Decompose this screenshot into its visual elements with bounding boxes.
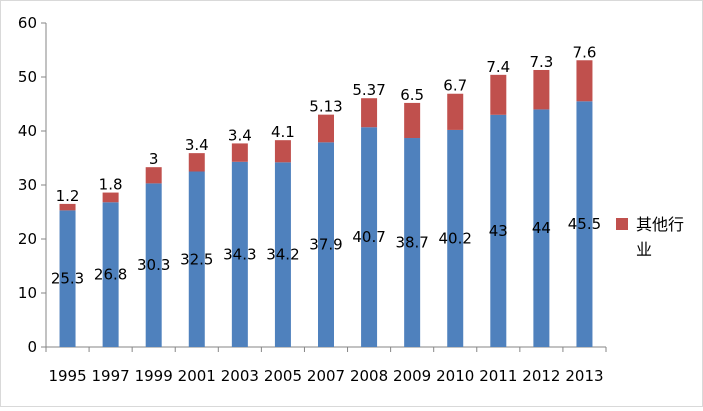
bar-segment-base bbox=[188, 171, 205, 347]
bar-segment-base bbox=[318, 142, 334, 347]
bar-segment-base bbox=[361, 127, 378, 347]
data-label-other-industries: 3 bbox=[149, 150, 159, 168]
bar-segment-other-industries bbox=[274, 140, 291, 163]
bar-segment-other-industries bbox=[231, 143, 248, 162]
data-label-base: 40.2 bbox=[439, 229, 472, 247]
x-tick-label: 1995 bbox=[48, 367, 86, 385]
bar-segment-base bbox=[447, 129, 464, 347]
data-label-base: 34.2 bbox=[266, 246, 299, 264]
data-label-other-industries: 3.4 bbox=[228, 126, 252, 144]
data-label-other-industries: 4.1 bbox=[271, 123, 295, 141]
data-label-base: 40.7 bbox=[352, 228, 385, 246]
bar-segment-base bbox=[490, 114, 507, 347]
x-tick-label: 2013 bbox=[565, 367, 603, 385]
data-label-base: 32.5 bbox=[180, 250, 213, 268]
x-tick-label: 2011 bbox=[479, 367, 517, 385]
data-label-base: 25.3 bbox=[51, 270, 84, 288]
y-tick-label: 30 bbox=[18, 176, 37, 194]
bar-segment-base bbox=[102, 202, 119, 347]
x-tick-label: 2007 bbox=[307, 367, 345, 385]
x-tick-label: 2012 bbox=[522, 367, 560, 385]
bar-segment-base bbox=[59, 210, 76, 347]
x-tick-label: 1997 bbox=[92, 367, 130, 385]
data-label-base: 45.5 bbox=[568, 215, 601, 233]
data-label-other-industries: 6.5 bbox=[400, 86, 424, 104]
data-label-base: 30.3 bbox=[137, 256, 170, 274]
bar-segment-other-industries bbox=[361, 98, 378, 128]
data-label-other-industries: 7.6 bbox=[573, 43, 597, 61]
data-label-other-industries: 3.4 bbox=[185, 136, 209, 154]
bar-segment-base bbox=[404, 138, 421, 347]
bar-segment-other-industries bbox=[188, 153, 205, 172]
data-label-base: 44 bbox=[532, 219, 551, 237]
data-label-other-industries: 6.7 bbox=[443, 77, 467, 95]
data-label-base: 26.8 bbox=[94, 266, 127, 284]
bar-segment-base bbox=[533, 109, 550, 348]
data-label-other-industries: 1.8 bbox=[99, 176, 123, 194]
y-tick-label: 20 bbox=[18, 230, 37, 248]
x-tick-label: 2003 bbox=[221, 367, 259, 385]
bars bbox=[59, 60, 593, 348]
x-tick-label: 2008 bbox=[350, 367, 388, 385]
data-label-base: 38.7 bbox=[395, 234, 428, 252]
x-tick-label: 2001 bbox=[178, 367, 216, 385]
data-label-base: 37.9 bbox=[309, 236, 342, 254]
bar-segment-other-industries bbox=[490, 74, 507, 115]
y-tick-label: 60 bbox=[18, 14, 37, 32]
x-tick-label: 2010 bbox=[436, 367, 474, 385]
bar-segment-other-industries bbox=[145, 167, 162, 184]
tick-labels: 0 10 20 30 40 50 60 1995 1997 1999 2001 2003 2005 200… bbox=[18, 14, 604, 385]
x-tick-label: 2009 bbox=[393, 367, 431, 385]
bar-segment-other-industries bbox=[102, 192, 119, 203]
data-label-base: 43 bbox=[489, 222, 508, 240]
axes bbox=[41, 22, 607, 352]
data-label-other-industries: 7.4 bbox=[486, 58, 510, 76]
y-tick-label: 50 bbox=[18, 68, 37, 86]
bar-segment-other-industries bbox=[533, 69, 550, 110]
x-tick-label: 1999 bbox=[135, 367, 173, 385]
data-label-other-industries: 1.2 bbox=[56, 187, 80, 205]
bar-segment-other-industries bbox=[59, 203, 76, 211]
legend-label-line-1: 其他行 bbox=[636, 215, 684, 234]
y-tick-label: 0 bbox=[27, 338, 37, 356]
bar-segment-base bbox=[274, 162, 291, 347]
data-label-other-industries: 5.13 bbox=[309, 98, 342, 116]
legend: 其他行 业 bbox=[616, 215, 684, 259]
bar-segment-base bbox=[576, 101, 593, 347]
data-label-other-industries: 5.37 bbox=[352, 81, 385, 99]
legend-swatch-other-industries bbox=[616, 218, 628, 230]
bar-segment-other-industries bbox=[318, 114, 334, 143]
bar-segment-base bbox=[231, 161, 248, 347]
data-label-other-industries: 7.3 bbox=[529, 53, 553, 71]
y-tick-label: 40 bbox=[18, 122, 37, 140]
bar-segment-base bbox=[145, 183, 162, 347]
data-label-base: 34.3 bbox=[223, 245, 256, 263]
bar-segment-other-industries bbox=[447, 93, 464, 130]
y-tick-label: 10 bbox=[18, 284, 37, 302]
bar-segment-other-industries bbox=[404, 102, 421, 139]
data-labels: 25.3 1.2 26.8 1.8 30.3 3 32.5 3.4 34.3 3.4 34.2 4.1… bbox=[51, 43, 601, 287]
x-tick-label: 2005 bbox=[264, 367, 302, 385]
legend-label-line-2: 业 bbox=[636, 240, 652, 259]
bar-segment-other-industries bbox=[576, 60, 593, 102]
